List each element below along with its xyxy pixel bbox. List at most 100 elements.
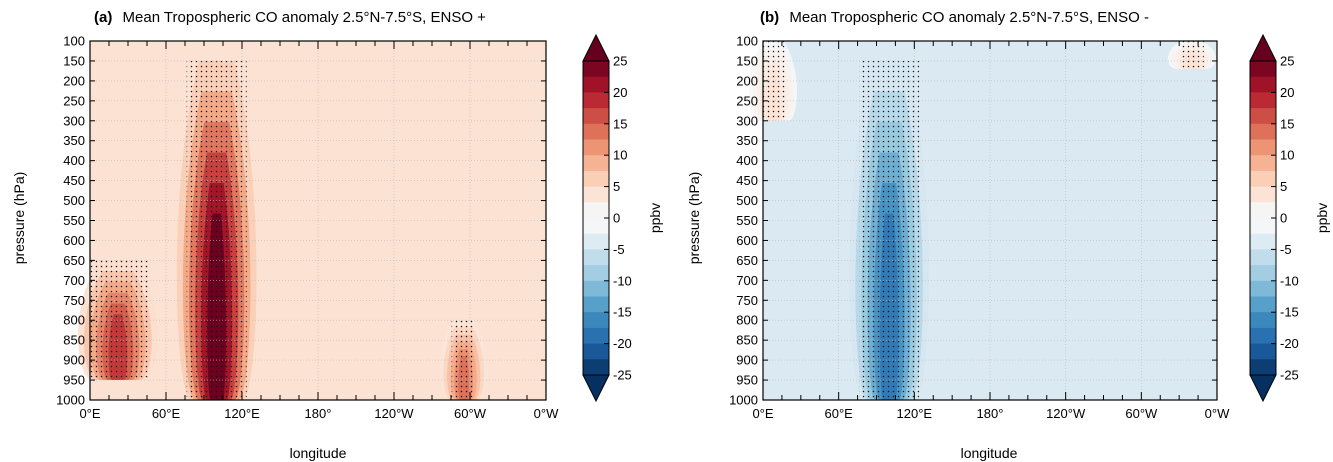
y-tick-label: 600 xyxy=(63,233,85,248)
panel-title: Mean Tropospheric CO anomaly 2.5°N-7.5°S… xyxy=(789,9,1149,26)
stippling-0 xyxy=(859,60,920,400)
y-tick-label: 750 xyxy=(63,293,85,308)
colorbar-segment xyxy=(583,202,609,219)
colorbar-label: ppbv xyxy=(647,203,663,233)
y-tick-label: 800 xyxy=(63,313,85,328)
colorbar-segment xyxy=(583,61,609,78)
plot-background xyxy=(763,41,1217,400)
colorbar-segment xyxy=(583,280,609,297)
colorbar-tick-label: 5 xyxy=(1280,179,1287,194)
x-tick-label: 120°E xyxy=(224,406,260,421)
colorbar-tick-label: 0 xyxy=(613,211,620,226)
colorbar-segment xyxy=(1250,296,1276,313)
colorbar-segment xyxy=(1250,202,1276,219)
y-tick-label: 100 xyxy=(63,34,85,49)
colorbar-tick-label: -20 xyxy=(1280,336,1299,351)
y-tick-label: 650 xyxy=(63,253,85,268)
y-tick-label: 800 xyxy=(736,313,758,328)
colorbar-max-arrow xyxy=(1249,33,1277,62)
stippling-0 xyxy=(186,60,247,400)
panel-title: Mean Tropospheric CO anomaly 2.5°N-7.5°S… xyxy=(123,9,487,26)
colorbar-tick-label: -25 xyxy=(1280,368,1299,383)
colorbar-segment xyxy=(1250,359,1276,376)
y-tick-label: 1000 xyxy=(729,393,758,408)
y-tick-label: 350 xyxy=(63,133,85,148)
x-tick-label: 60°E xyxy=(152,406,181,421)
y-tick-label: 500 xyxy=(63,193,85,208)
y-tick-label: 950 xyxy=(63,373,85,388)
x-tick-label: 60°E xyxy=(824,406,853,421)
chart-panel-b: (b) Mean Tropospheric CO anomaly 2.5°N-7… xyxy=(667,0,1333,462)
colorbar-segment xyxy=(1250,108,1276,125)
colorbar-segment xyxy=(1250,218,1276,235)
colorbar-tick-label: 25 xyxy=(1280,54,1294,69)
y-tick-label: 1000 xyxy=(56,393,85,408)
y-tick-label: 850 xyxy=(736,333,758,348)
y-tick-label: 950 xyxy=(736,373,758,388)
y-tick-label: 450 xyxy=(63,173,85,188)
y-tick-label: 200 xyxy=(736,73,758,88)
colorbar-segment xyxy=(1250,343,1276,360)
x-tick-label: 0°W xyxy=(534,406,559,421)
colorbar-segment xyxy=(583,296,609,313)
colorbar-tick-label: -20 xyxy=(613,336,632,351)
colorbar-segment xyxy=(1250,249,1276,266)
colorbar-segment xyxy=(1250,76,1276,93)
y-tick-label: 400 xyxy=(63,153,85,168)
x-tick-label: 0°E xyxy=(752,406,773,421)
colorbar-segment xyxy=(583,92,609,109)
y-tick-label: 150 xyxy=(736,53,758,68)
x-tick-label: 0°E xyxy=(79,406,100,421)
x-tick-label: 120°E xyxy=(897,406,933,421)
colorbar-segment xyxy=(583,76,609,93)
y-tick-label: 900 xyxy=(63,353,85,368)
colorbar-tick-label: -10 xyxy=(1280,273,1299,288)
y-tick-label: 100 xyxy=(736,34,758,49)
colorbar-segment xyxy=(583,108,609,125)
y-tick-label: 250 xyxy=(736,93,758,108)
stippling-2 xyxy=(451,320,476,400)
colorbar-segment xyxy=(1250,233,1276,250)
y-tick-label: 400 xyxy=(736,153,758,168)
colorbar-tick-label: 25 xyxy=(613,54,627,69)
colorbar-tick-label: 5 xyxy=(613,179,620,194)
colorbar-tick-label: -5 xyxy=(1280,242,1292,257)
colorbar-segment xyxy=(1250,186,1276,203)
x-tick-label: 120°W xyxy=(374,406,414,421)
colorbar-segment xyxy=(1250,92,1276,109)
y-tick-label: 550 xyxy=(63,213,85,228)
y-tick-label: 600 xyxy=(736,233,758,248)
colorbar-segment xyxy=(1250,170,1276,187)
colorbar-segment xyxy=(583,327,609,344)
colorbar-segment xyxy=(583,218,609,235)
colorbar-tick-label: 20 xyxy=(1280,85,1294,100)
colorbar-label: ppbv xyxy=(1314,203,1330,233)
colorbar-tick-label: 15 xyxy=(613,116,627,131)
chart-b-svg: (b) Mean Tropospheric CO anomaly 2.5°N-7… xyxy=(686,9,1330,461)
colorbar-segment xyxy=(583,233,609,250)
y-tick-label: 500 xyxy=(736,193,758,208)
colorbar-segment xyxy=(1250,312,1276,329)
colorbar-segment xyxy=(583,170,609,187)
colorbar-tick-label: -25 xyxy=(613,368,632,383)
colorbar-max-arrow xyxy=(582,33,610,62)
chart-a-svg: (a) Mean Tropospheric CO anomaly 2.5°N-7… xyxy=(11,9,663,461)
colorbar-segment xyxy=(1250,327,1276,344)
chart-title: (b) Mean Tropospheric CO anomaly 2.5°N-7… xyxy=(760,9,1149,26)
colorbar-segment xyxy=(583,343,609,360)
colorbar-segment xyxy=(1250,155,1276,172)
y-tick-label: 650 xyxy=(736,253,758,268)
colorbar-tick-label: 20 xyxy=(613,85,627,100)
panel-label: (a) xyxy=(94,9,112,26)
colorbar-tick-label: -15 xyxy=(613,305,632,320)
colorbar-segment xyxy=(1250,61,1276,78)
colorbar-min-arrow xyxy=(582,374,610,403)
y-tick-label: 850 xyxy=(63,333,85,348)
y-tick-label: 150 xyxy=(63,53,85,68)
y-tick-label: 450 xyxy=(736,173,758,188)
x-tick-label: 180° xyxy=(305,406,332,421)
y-tick-label: 300 xyxy=(736,113,758,128)
colorbar-segment xyxy=(1250,139,1276,156)
y-axis-label: pressure (hPa) xyxy=(686,172,702,265)
colorbar-segment xyxy=(583,155,609,172)
